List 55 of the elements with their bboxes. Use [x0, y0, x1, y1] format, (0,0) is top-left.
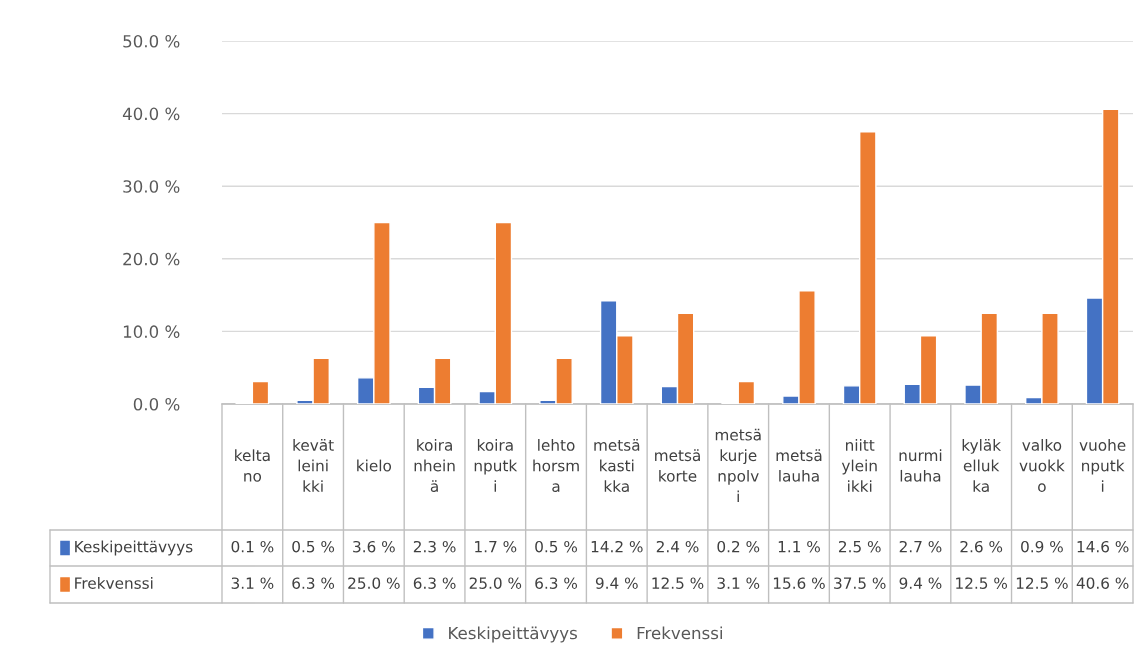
data-label: 1.1 %	[778, 540, 820, 553]
x-tick-label: kevätleinikki	[293, 439, 334, 492]
y-tick-label: 40.0 %	[122, 107, 180, 121]
x-tick-label: koiranputki	[474, 439, 518, 492]
x-tick-label: kielo	[357, 459, 392, 472]
x-tick-label: metsäkorte	[655, 449, 700, 482]
x-tick-label: kyläkellukka	[962, 439, 1002, 493]
data-label: 12.5 %	[1016, 577, 1068, 589]
data-label: 0.5 %	[292, 540, 335, 553]
data-label: 2.5 %	[838, 540, 881, 553]
text: Keskipeittävyys	[449, 626, 577, 643]
data-label: 25.0 %	[469, 577, 522, 589]
data-label: 0.2 %	[717, 540, 760, 553]
data-label: 12.5 %	[956, 577, 1008, 589]
data-label: 2.7 %	[899, 540, 942, 553]
y-tick-label: 10.0 %	[123, 325, 180, 338]
y-tick-label: 50.0 %	[123, 34, 180, 48]
data-label: 6.3 %	[413, 577, 456, 589]
data-label: 3.6 %	[353, 540, 395, 553]
data-label: 6.3 %	[535, 577, 578, 589]
data-label: 9.4 %	[595, 577, 638, 589]
x-tick-label: valkovuokko	[1019, 439, 1065, 493]
data-label: 14.6 %	[1077, 540, 1129, 553]
data-label: 2.3 %	[413, 540, 456, 553]
data-label: 3.1 %	[231, 577, 274, 589]
data-label: 0.1 %	[231, 540, 274, 553]
data-label: 1.7 %	[475, 540, 517, 553]
y-tick-label: 30.0 %	[123, 180, 180, 193]
x-tick-label: metsälauha	[776, 449, 822, 482]
text: Frekvenssi	[637, 626, 722, 640]
data-label: 0.5 %	[535, 540, 578, 553]
data-label: 0.9 %	[1021, 540, 1063, 553]
data-label: 2.4 %	[656, 540, 699, 553]
x-tick-label: vuohenputki	[1079, 439, 1126, 492]
data-label: 6.3 %	[292, 577, 335, 589]
y-tick-label: 0.0 %	[133, 397, 180, 411]
x-tick-label: lehtohorsma	[533, 439, 579, 493]
x-tick-label: metsäkastikka	[594, 439, 640, 493]
data-label: 14.2 %	[591, 540, 643, 553]
x-tick-label: nurmilauha	[899, 449, 942, 482]
data-label: 25.0 %	[348, 577, 400, 589]
data-label: 40.6 %	[1076, 577, 1129, 589]
data-label: 37.5 %	[834, 577, 886, 589]
legend-label: Keskipeittävyys	[75, 540, 193, 556]
legend-label: Frekvenssi	[75, 577, 153, 589]
x-tick-label: metsäkurjenpolvi	[715, 428, 761, 503]
y-tick-label: 20.0 %	[123, 252, 180, 266]
data-label: 3.1 %	[717, 577, 760, 589]
data-label: 9.4 %	[899, 577, 942, 589]
x-tick-label: koiranheinä	[414, 439, 455, 493]
x-tick-label: keltano	[235, 449, 270, 482]
data-label: 15.6 %	[773, 577, 825, 589]
x-tick-label: niittyleinikki	[841, 439, 877, 492]
data-label: 12.5 %	[652, 577, 704, 589]
data-label: 2.6 %	[960, 540, 1003, 553]
